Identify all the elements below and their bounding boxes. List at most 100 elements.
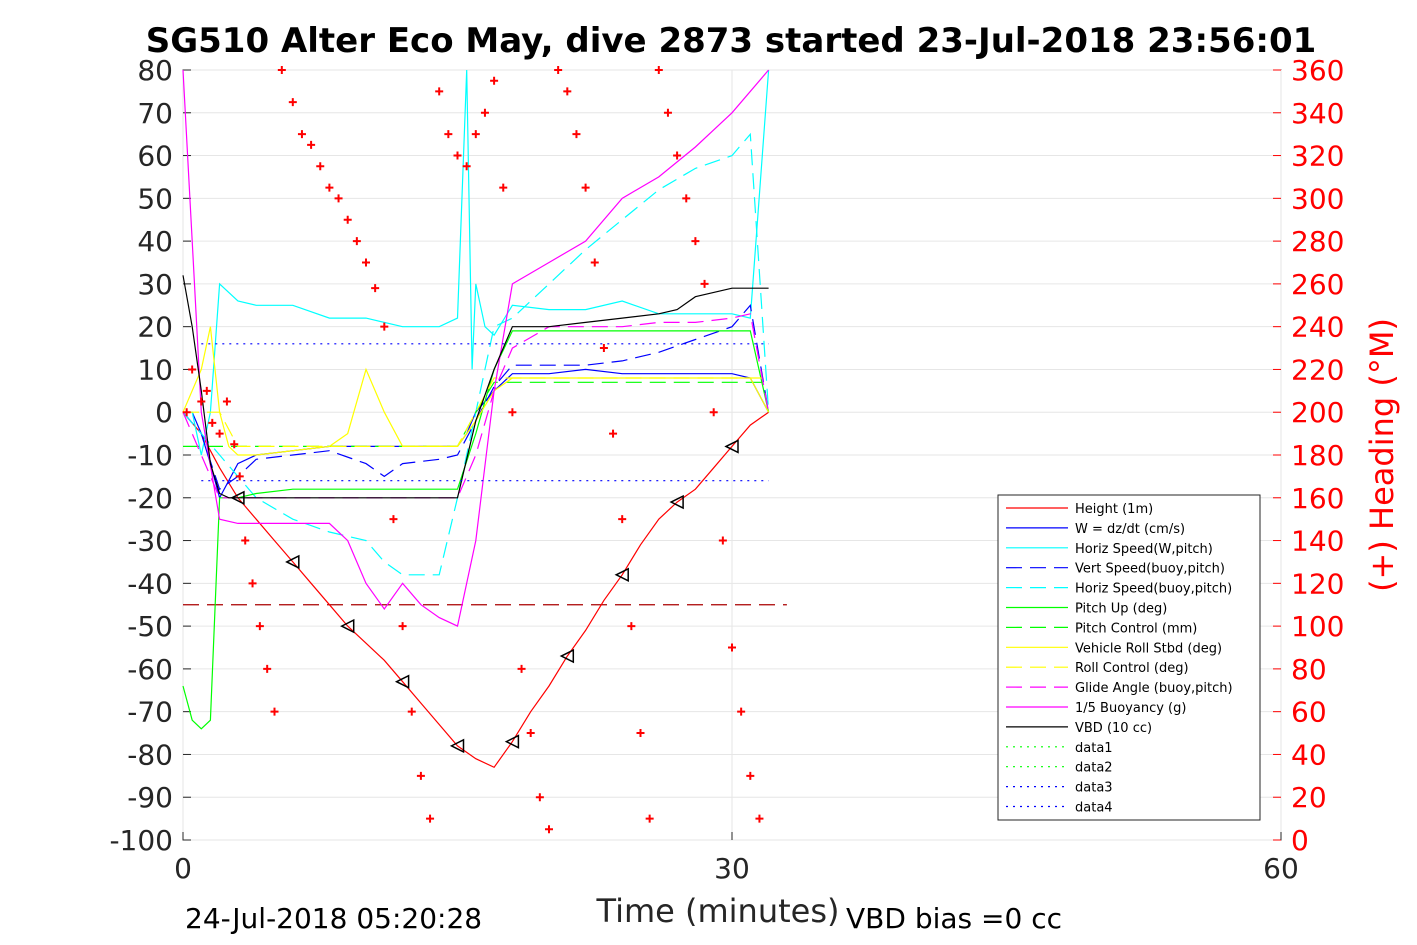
heading-point	[325, 183, 334, 192]
heading-point	[222, 397, 231, 406]
heading-point	[215, 429, 224, 438]
right-tick-label: 140	[1291, 525, 1344, 558]
right-tick-label: 360	[1291, 54, 1344, 87]
heading-point	[462, 162, 471, 171]
heading-point	[636, 729, 645, 738]
right-tick-label: 220	[1291, 353, 1344, 386]
legend-entry: Height (1m)	[1075, 502, 1153, 517]
heading-point	[654, 66, 663, 74]
series-line-1-5-buoyancy-g	[182, 69, 770, 627]
height-markers	[230, 439, 739, 754]
height-marker	[559, 648, 575, 664]
right-y-axis: 3603403203002802602402202001801601401201…	[1273, 54, 1344, 857]
legend-entry: Pitch Up (deg)	[1075, 602, 1167, 617]
heading-point	[398, 622, 407, 631]
left-tick-label: 50	[137, 182, 173, 215]
left-tick-label: -90	[127, 781, 173, 814]
left-tick-label: -50	[127, 610, 173, 643]
left-tick-label: -10	[127, 439, 173, 472]
heading-point	[202, 386, 211, 395]
height-marker	[724, 439, 739, 454]
x-axis-label: Time (minutes)	[596, 892, 840, 930]
heading-point	[352, 237, 361, 246]
left-tick-label: -30	[127, 525, 173, 558]
series-line-vert-speed-buoy-pitch	[182, 303, 770, 491]
heading-point	[362, 258, 370, 267]
left-tick-label: -70	[127, 696, 173, 729]
legend-entry: data1	[1075, 741, 1113, 756]
legend-entry: data3	[1075, 781, 1113, 796]
chart-title: SG510 Alter Eco May, dive 2873 started 2…	[146, 21, 1317, 61]
x-tick-label: 30	[714, 852, 750, 885]
height-marker	[504, 734, 520, 749]
left-tick-label: -40	[127, 567, 173, 600]
heading-point	[499, 183, 508, 192]
left-tick-label: 60	[137, 140, 173, 173]
right-tick-label: 40	[1291, 738, 1327, 771]
left-tick-label: 30	[137, 268, 173, 301]
right-tick-label: 320	[1291, 140, 1344, 173]
right-tick-label: 180	[1291, 439, 1344, 472]
series-line-pitch-up-deg	[182, 330, 770, 730]
heading-point	[416, 771, 425, 780]
right-tick-label: 280	[1291, 225, 1344, 258]
left-tick-label: -60	[127, 653, 173, 686]
heading-point	[263, 664, 272, 673]
left-tick-label: 20	[137, 311, 173, 344]
legend-box	[997, 494, 1261, 821]
left-tick-label: -100	[109, 824, 173, 857]
heading-point	[627, 622, 636, 631]
legend-entry: W = dz/dt (cm/s)	[1075, 522, 1185, 537]
heading-point	[563, 87, 572, 96]
legend: Height (1m) W = dz/dt (cm/s) Horiz Speed(W…	[997, 494, 1261, 821]
left-tick-label: 40	[137, 225, 173, 258]
heading-point	[545, 825, 553, 834]
heading-point	[682, 194, 691, 203]
heading-point	[709, 408, 718, 417]
series-line-vbd-10-cc	[182, 275, 769, 499]
height-marker	[669, 494, 684, 510]
heading-point	[444, 130, 453, 139]
heading-points	[182, 66, 764, 834]
x-tick-label: 60	[1263, 852, 1299, 885]
heading-point	[255, 622, 264, 631]
heading-point	[618, 515, 627, 524]
heading-point	[728, 643, 736, 652]
legend-entry: Vehicle Roll Stbd (deg)	[1075, 641, 1222, 656]
right-tick-label: 300	[1291, 182, 1344, 215]
heading-point	[700, 279, 709, 288]
x-axis: 0 30 60	[174, 832, 1299, 885]
height-marker	[230, 490, 245, 505]
right-tick-label: 200	[1291, 396, 1344, 429]
footer-vbd-bias: VBD bias =0 cc	[846, 902, 1062, 935]
heading-point	[248, 579, 257, 588]
legend-entry: Roll Control (deg)	[1075, 661, 1189, 676]
heading-point	[235, 472, 244, 481]
heading-point	[755, 814, 764, 823]
x-tick-label: 0	[174, 852, 192, 885]
right-tick-label: 20	[1291, 781, 1327, 814]
heading-point	[453, 151, 462, 160]
heading-point	[435, 87, 444, 96]
heading-point	[380, 322, 389, 331]
heading-point	[490, 76, 499, 85]
height-marker	[614, 567, 629, 582]
series-line-horiz-speed-w-pitch	[183, 69, 770, 456]
heading-point	[737, 707, 746, 716]
right-tick-label: 80	[1291, 653, 1327, 686]
legend-entry: data4	[1075, 801, 1113, 816]
height-marker	[340, 618, 355, 634]
series-line-roll-control-deg	[183, 377, 769, 447]
legend-entry: 1/5 Buoyancy (g)	[1075, 701, 1186, 716]
footer-timestamp: 24-Jul-2018 05:20:28	[185, 902, 482, 935]
heading-point	[307, 140, 316, 149]
heading-point	[517, 664, 526, 673]
heading-point	[188, 365, 197, 374]
heading-point	[316, 162, 325, 171]
height-marker	[285, 554, 300, 570]
heading-point	[277, 66, 286, 74]
right-tick-label: 160	[1291, 482, 1344, 515]
legend-entry: Pitch Control (mm)	[1075, 621, 1197, 636]
left-y-axis: 80 70 60 50 40 30 20 10 0 -10 -20 -30 -40 -50 -60 -70 -8…	[109, 54, 191, 857]
right-tick-label: 260	[1291, 268, 1344, 301]
